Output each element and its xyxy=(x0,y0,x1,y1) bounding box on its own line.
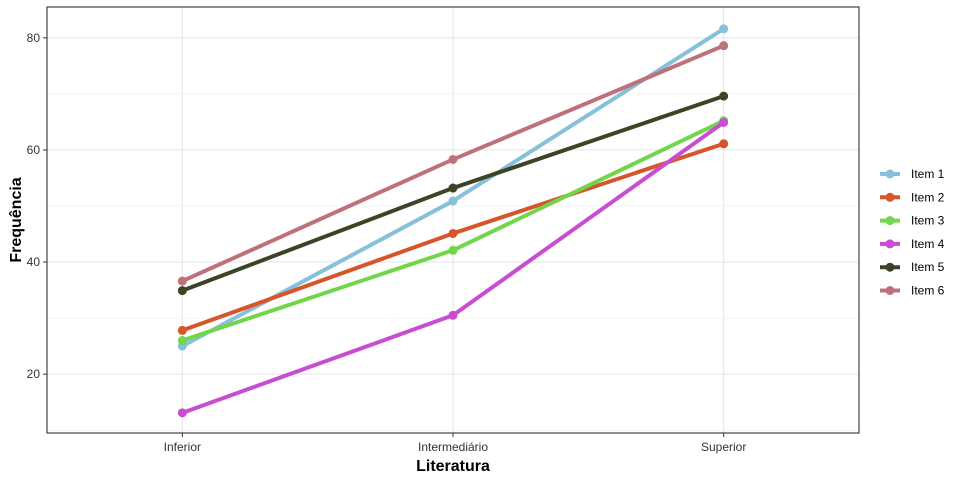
data-point xyxy=(177,276,187,286)
series-item-6 xyxy=(177,41,729,286)
legend-item: Item 1 xyxy=(880,167,945,181)
y-tick-label: 60 xyxy=(27,143,41,157)
legend-label: Item 6 xyxy=(911,284,945,298)
data-point xyxy=(719,24,729,34)
legend-item: Item 2 xyxy=(880,190,945,204)
data-point xyxy=(448,245,458,255)
data-point xyxy=(719,117,729,127)
data-point xyxy=(177,336,187,346)
y-tick-label: 80 xyxy=(27,31,41,45)
legend-key-point xyxy=(885,192,895,202)
legend-key-point xyxy=(885,216,895,226)
legend-label: Item 2 xyxy=(911,190,945,204)
legend-label: Item 1 xyxy=(911,167,945,181)
x-tick-label: Inferior xyxy=(164,440,201,454)
series-item-5 xyxy=(177,91,729,296)
data-point xyxy=(177,408,187,418)
data-point xyxy=(448,183,458,193)
series-item-2 xyxy=(177,139,729,335)
y-tick-label: 20 xyxy=(27,367,41,381)
series-item-4 xyxy=(177,117,729,418)
y-tick-label: 40 xyxy=(27,255,41,269)
grid xyxy=(47,7,859,433)
data-point xyxy=(177,286,187,296)
data-point xyxy=(448,228,458,238)
axes: 20 40 60 80 Inferior Intermediário Superior xyxy=(27,31,747,454)
legend-key-point xyxy=(885,239,895,249)
y-axis-title: Frequência xyxy=(8,177,25,262)
data-point xyxy=(177,325,187,335)
data-point xyxy=(448,154,458,164)
legend-label: Item 4 xyxy=(911,237,945,251)
legend-item: Item 6 xyxy=(880,284,945,298)
x-tick-label: Superior xyxy=(701,440,746,454)
legend-item: Item 5 xyxy=(880,260,945,274)
legend-item: Item 3 xyxy=(880,214,945,228)
data-point xyxy=(719,139,729,149)
x-axis-title: Literatura xyxy=(416,458,490,475)
data-point xyxy=(719,41,729,51)
legend-key-point xyxy=(885,262,895,272)
legend-label: Item 3 xyxy=(911,214,945,228)
data-point xyxy=(448,196,458,206)
legend-label: Item 5 xyxy=(911,260,945,274)
data-point xyxy=(719,91,729,101)
legend-key-point xyxy=(885,169,895,179)
legend-item: Item 4 xyxy=(880,237,945,251)
x-tick-label: Intermediário xyxy=(418,440,488,454)
data-point xyxy=(448,310,458,320)
legend: Item 1 Item 2 Item 3 Item 4 Item 5 Item 6 xyxy=(880,167,945,298)
legend-key-point xyxy=(885,286,895,295)
series-layer xyxy=(177,24,729,418)
